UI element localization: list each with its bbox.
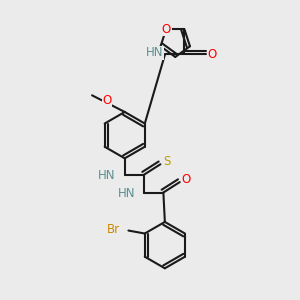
Text: Br: Br bbox=[107, 223, 120, 236]
Text: O: O bbox=[162, 22, 171, 35]
Text: O: O bbox=[182, 173, 191, 186]
Text: O: O bbox=[208, 48, 217, 61]
Text: O: O bbox=[102, 94, 112, 106]
Text: HN: HN bbox=[118, 187, 135, 200]
Text: S: S bbox=[163, 155, 171, 168]
Text: HN: HN bbox=[146, 46, 164, 59]
Text: HN: HN bbox=[98, 169, 115, 182]
